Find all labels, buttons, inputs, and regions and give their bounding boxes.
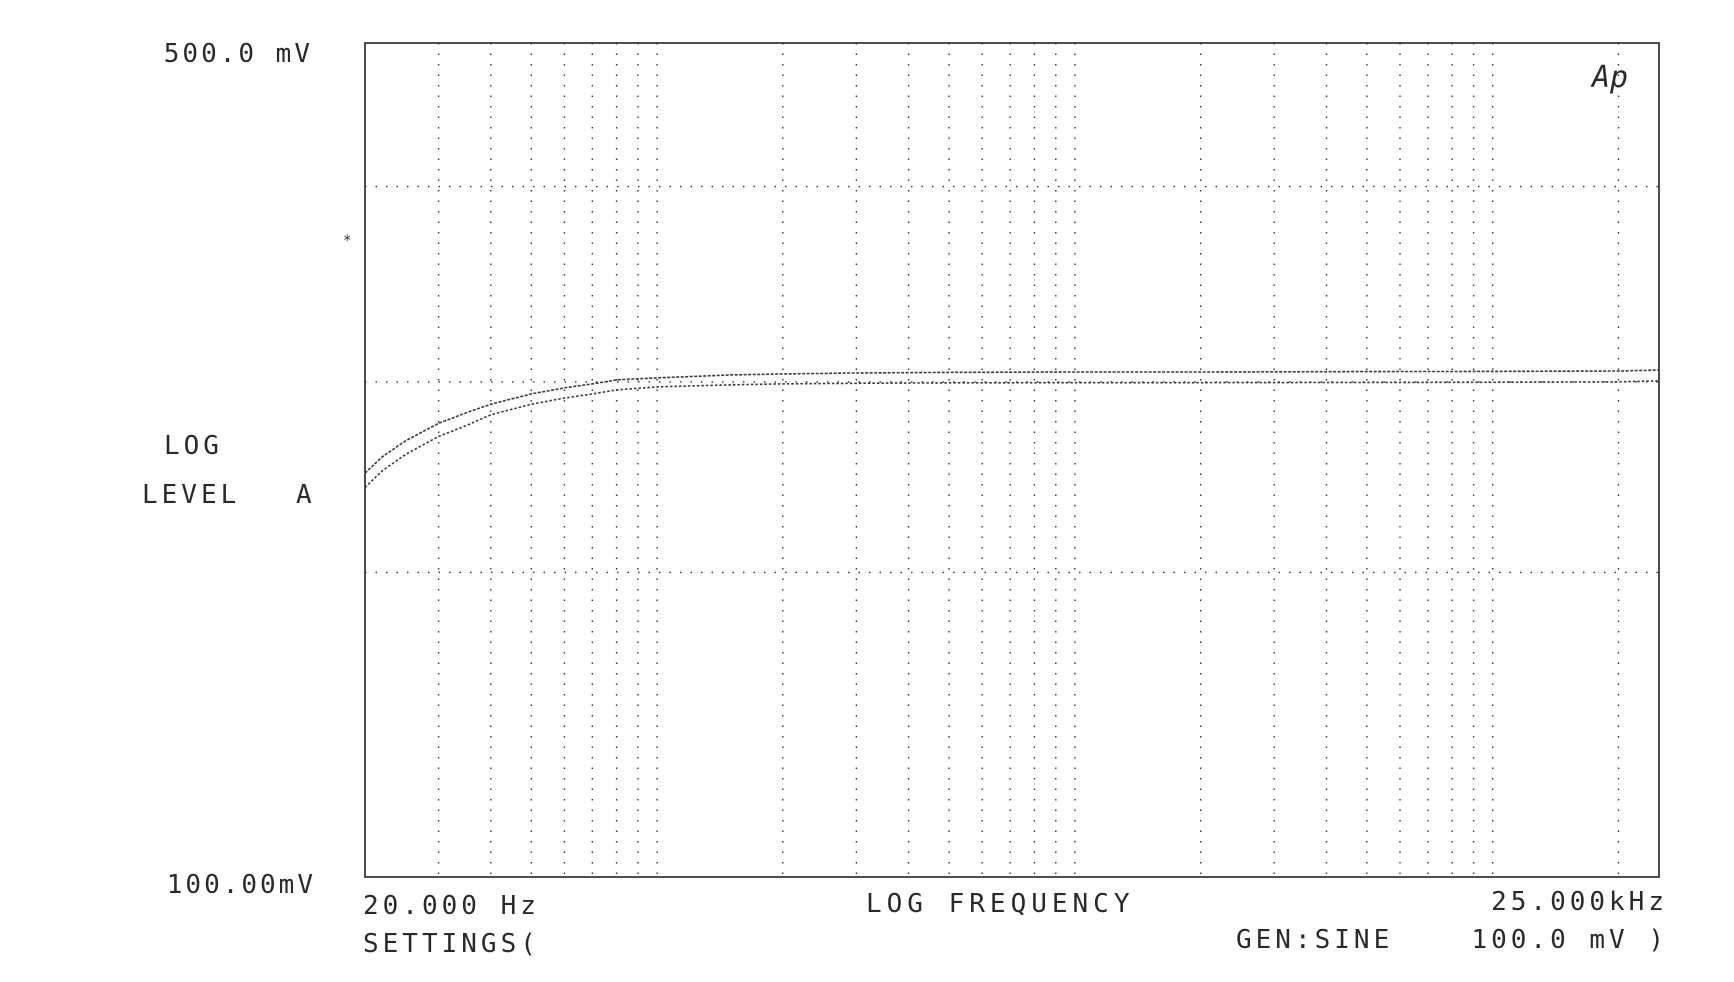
stray-mark: * [343,233,351,249]
generator-label: GEN:SINE [1236,925,1393,955]
y-max-tick-label: 500.0 mV [164,39,313,69]
x-min-tick-label: 20.000 Hz [363,891,540,921]
series-line-0 [364,369,1660,474]
generator-level: 100.0 mV ) [1471,925,1668,955]
y-axis-label-line1: LOG [164,431,223,461]
settings-label: SETTINGS( [363,929,540,959]
series-layer [364,369,1660,489]
y-min-tick-label: 100.00mV [167,870,316,900]
plot-frame [364,42,1660,878]
ap-logo: Ap [1590,60,1628,95]
x-max-tick-label: 25.000kHz [1491,887,1668,917]
y-axis-label-line2: LEVEL [142,480,240,510]
horizontal-gridlines [365,185,1659,574]
vertical-gridlines [437,43,1620,877]
series-line-1 [364,380,1659,489]
y-axis-channel-label: A [296,480,312,510]
x-axis-label: LOG FREQUENCY [866,889,1135,919]
